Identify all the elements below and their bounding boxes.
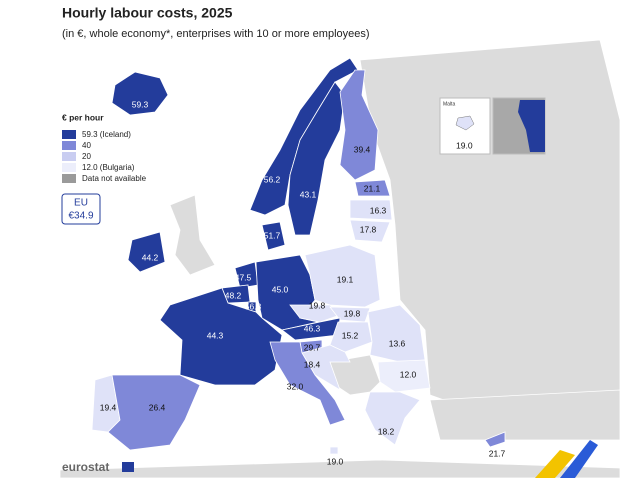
region [261,221,286,251]
eu-value: €34.9 [68,211,93,222]
region-value: 21.7 [489,448,506,458]
legend: € per hour 59.3 (Iceland) 40 20 12.0 (Bulga… [62,112,147,183]
inset-malta: Malta 19.0 [439,97,491,155]
region [269,341,346,426]
logo-flag [122,462,134,472]
region [354,179,391,197]
region [159,287,283,386]
region [349,199,393,221]
region-value: 56.2 [264,174,281,184]
region-value: 18.4 [304,359,321,369]
land-africa [59,459,620,478]
inset-value: 19.0 [456,140,473,150]
logo-mark [560,440,598,478]
regions [91,57,506,455]
region [339,69,379,181]
region-value: 59.3 [132,99,149,109]
region-value: 46.3 [304,323,321,333]
logo-mark [535,450,575,478]
region [484,431,506,448]
background-land [59,39,620,478]
region-value: 13.6 [389,338,406,348]
region-value: 26.4 [149,402,166,412]
region-value: 43.1 [300,189,317,199]
region-value: 18.2 [378,426,395,436]
land-east [359,39,620,421]
region [349,219,391,243]
region [287,81,346,236]
inset-shape [455,115,475,131]
land-turkey [429,389,620,441]
region [329,321,373,353]
inset-second [492,97,546,155]
region-value: 32.0 [287,381,304,391]
region-value: 19.8 [344,308,361,318]
region-value: 56.8 [245,301,262,311]
region-value: 47.5 [235,272,252,282]
region-value: 48.2 [225,290,242,300]
eu-box: EU €34.9 [61,193,101,225]
legend-label: Data not available [82,174,147,183]
region-value: 44.2 [142,252,159,262]
eu-frame [61,193,101,225]
inset-label: Malta [443,101,455,107]
region [301,344,351,391]
legend-swatch [62,152,76,161]
region-value: 21.1 [364,183,381,193]
region-value: 15.2 [342,330,359,340]
region [289,304,341,323]
region-value: 39.4 [354,144,371,154]
legend-swatch [62,141,76,150]
region-value: 19.0 [327,456,344,466]
region-value: 29.7 [304,342,321,352]
region-value: 16.3 [370,205,387,215]
eu-label: EU [74,198,88,209]
legend-label: 40 [82,141,91,150]
inset-shape [518,100,545,152]
region-value: 19.8 [309,300,326,310]
region-value: 12.0 [400,369,417,379]
region [111,71,169,116]
region-value: 19.1 [337,274,354,284]
land-uk [169,194,216,276]
region [249,57,359,216]
region [127,231,166,273]
legend-swatch [62,174,76,183]
legend-title: € per hour [62,112,104,122]
subtitle: (in €, whole economy*, enterprises with … [62,28,370,40]
legend-swatch [62,130,76,139]
region [364,391,421,446]
region-value: 51.7 [264,230,281,240]
region-value: 19.4 [100,402,117,412]
legend-label: 12.0 (Bulgaria) [82,163,135,172]
legend-swatch [62,163,76,172]
region-labels: 59.3 56.2 43.1 39.4 21.1 16.3 17.8 51.7 44.2 47.5… [100,99,506,466]
title: Hourly labour costs, 2025 [62,5,233,21]
region [304,244,381,308]
region-value: 45.0 [272,284,289,294]
region [107,374,201,451]
logo-text: eurostat [62,460,109,474]
region-value: 17.8 [360,224,377,234]
region-value: 44.3 [207,330,224,340]
legend-label: 59.3 (Iceland) [82,130,131,139]
region [377,359,431,393]
logo: eurostat [62,440,598,478]
region [329,446,339,455]
legend-label: 20 [82,152,91,161]
